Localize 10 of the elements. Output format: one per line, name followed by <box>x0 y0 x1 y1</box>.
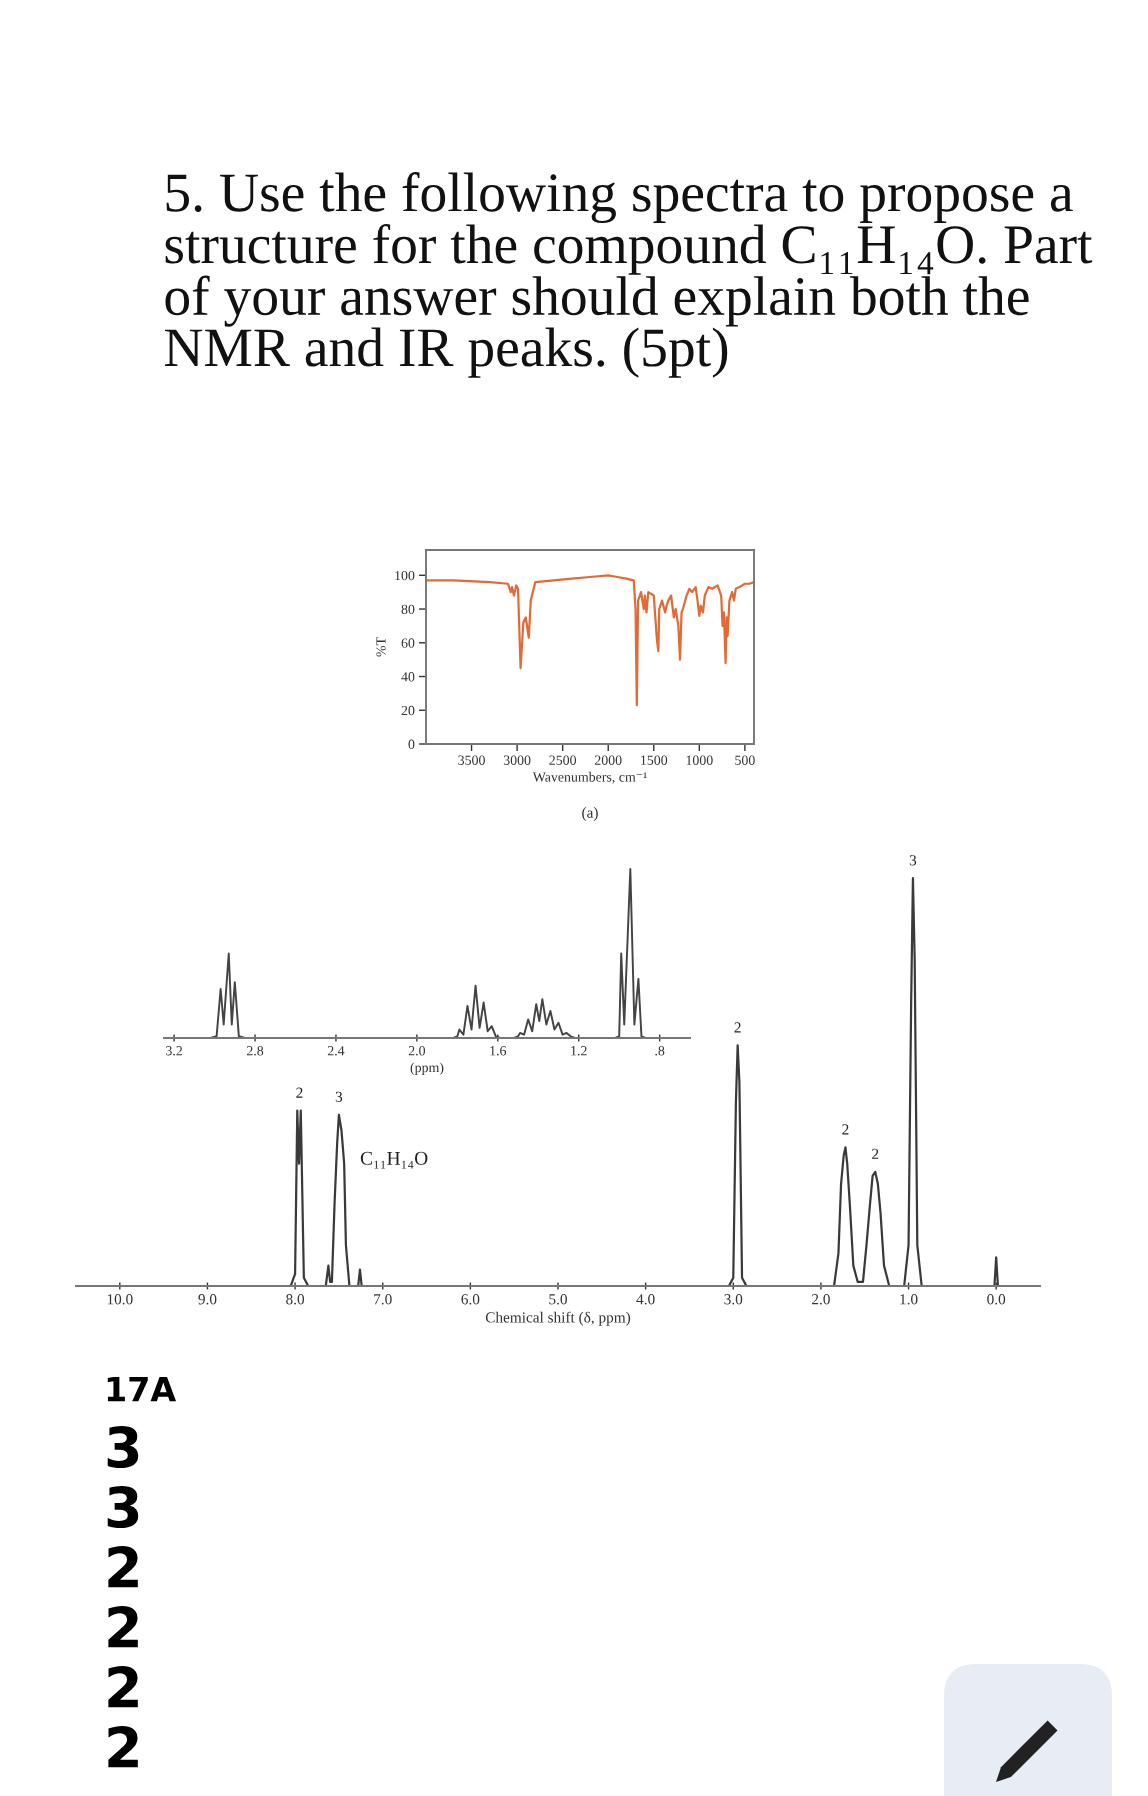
text: 3 <box>107 1486 139 1529</box>
chart-title: 5. Use the following spectra to propose a structure for the compound C₁₁H₁₄O. Part of your answer should explain both the NMR and IR peaks. (5pt) <box>164 172 1093 378</box>
text: C₁₁H₁₄O <box>360 1151 428 1169</box>
text: 2 <box>108 1546 138 1588</box>
line-series <box>426 574 754 707</box>
text: 2 <box>108 1606 138 1648</box>
text: 2 <box>108 1726 138 1768</box>
text: 17A <box>107 1376 177 1402</box>
text: 2 <box>108 1666 138 1708</box>
text: 3 <box>107 1426 139 1469</box>
